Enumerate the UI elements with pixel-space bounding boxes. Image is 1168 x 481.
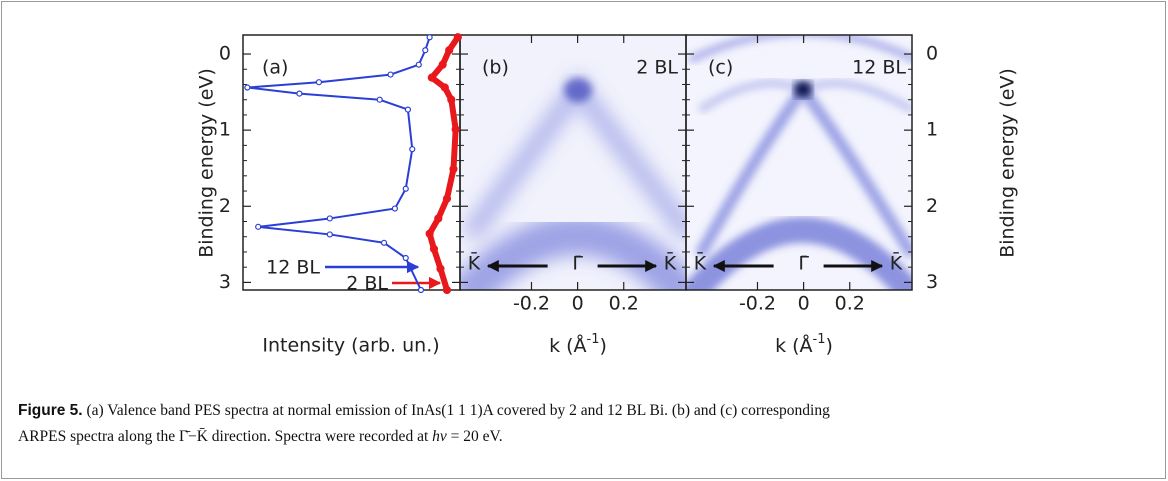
thickness-label: 12 BL [852,57,906,79]
spectrum-point [453,33,462,42]
spectrum-point [315,79,323,86]
spectrum-point [417,286,425,294]
thickness-label: 2 BL [636,57,678,79]
caption-label: Figure 5. [18,402,83,419]
spectrum-point [244,84,251,91]
spectrum-point [438,60,447,69]
caption-text: (a) Valence band PES spectra at normal e… [82,402,830,419]
k-label: k (Å [775,334,812,357]
y-tick-label: 0 [219,43,231,65]
spectrum-point [429,244,439,253]
caption-math: = 20 eV [446,428,499,445]
caption-text: ARPES spectra along the [18,428,180,445]
y-axis-label: Binding energy (eV) [997,68,1019,258]
spectrum-point [391,205,398,212]
caption-math: hν [432,428,447,445]
caption-direction: Γ̄−K̄ [179,428,208,445]
panel-label: (c) [708,57,733,79]
frames [242,34,913,291]
y-tick-label: 2 [219,195,231,217]
series-annotation: 12 BL [266,257,320,279]
direction-label: Γ̄ [572,253,583,275]
spectrum-point [427,73,436,82]
panel-label: (b) [482,57,509,79]
x-axis-label: k (Å-1) [775,332,833,357]
y-tick-label: 1 [219,119,231,141]
x-axis-label: Intensity (arb. un.) [262,335,439,357]
spectrum-point [422,47,429,54]
k-label-sup: -1 [813,332,826,347]
spectrum-point [442,285,452,295]
spectrum-point [415,61,422,68]
spectrum-point [426,34,433,41]
x-tick-label: 0 [572,293,584,315]
spectrum-point [326,231,333,238]
k-label: k (Å [549,334,586,357]
series-annotation: 2 BL [346,273,388,295]
x-tick-label: -0.2 [513,293,550,315]
spectrum-point [326,215,333,222]
spectrum-point [404,106,412,113]
spectrum-point [402,254,409,262]
direction-label: K̄ [694,250,707,274]
spectrum-point [376,96,383,103]
y-tick-label: 3 [219,271,231,293]
spectrum-point [442,194,452,203]
spectrum-point [449,164,458,174]
k-label-end: ) [826,335,833,357]
spectrum-point [296,90,303,97]
spectrum-point [434,214,443,223]
spectrum-point [255,223,262,230]
caption: Figure 5. (a) Valence band PES spectra a… [18,398,1148,450]
y-tick-label: 1 [926,119,938,141]
panel-label: (a) [262,57,288,79]
spectrum-point [436,264,445,273]
x-tick-label: 0.2 [835,293,865,315]
x-tick-label: 0.2 [609,293,639,315]
spectrum-point [445,46,454,55]
x-tick-label: 0 [798,293,810,315]
spectrum-point [387,71,394,78]
spectrum-point [447,95,456,104]
caption-text: direction. Spectra were recorded at [207,428,433,445]
caption-text: . [498,428,503,445]
spectrum-point [440,83,449,92]
y-tick-label: 2 [926,195,938,217]
k-label-end: ) [600,335,607,357]
spectrum-point [451,125,460,134]
y-axis-label: Binding energy (eV) [196,68,218,258]
direction-label: K̄ [890,250,903,274]
spectrum-point [402,185,409,192]
direction-label: K̄ [468,250,481,274]
y-tick-label: 3 [926,271,938,293]
spectrum-point [380,239,388,246]
k-label-sup: -1 [587,332,600,347]
x-axis-label: k (Å-1) [549,332,607,357]
direction-label: K̄ [664,250,677,274]
x-tick-label: -0.2 [739,293,776,315]
spectrum-point [409,146,416,153]
spectrum-point [425,229,434,238]
direction-label: Γ̄ [798,253,809,275]
y-tick-label: 0 [926,43,938,65]
spectrum-line [246,36,431,291]
